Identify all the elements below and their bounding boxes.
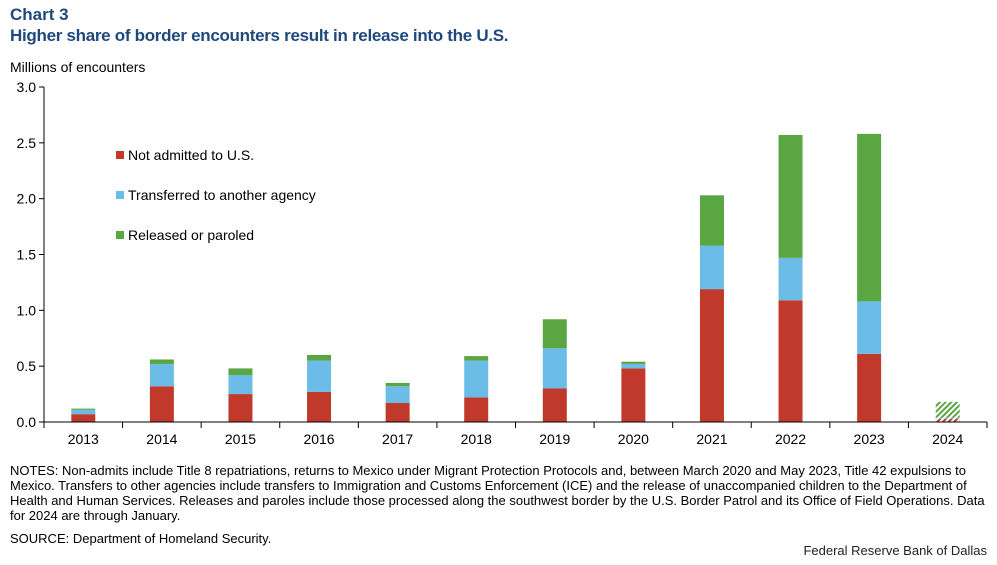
legend: Not admitted to U.S. Transferred to anoth… (116, 147, 316, 243)
bar-2013-series-0 (71, 414, 96, 422)
bar-2016-series-1 (307, 360, 332, 392)
chart-source: SOURCE: Department of Homeland Security. (10, 531, 272, 546)
bar-2013-series-1 (71, 409, 96, 415)
x-tick-label: 2017 (382, 431, 413, 447)
bar-2017-series-1 (385, 386, 410, 404)
chart-title: Higher share of border encounters result… (10, 26, 509, 45)
x-tick-label: 2014 (146, 431, 177, 447)
x-tick-label: 2015 (225, 431, 256, 447)
bar-2022-series-2 (778, 135, 803, 258)
y-tick-label: 1.0 (17, 302, 37, 318)
bar-2024-series-0 (935, 418, 960, 422)
bar-2015-series-0 (228, 394, 253, 422)
chart-notes: NOTES: Non-admits include Title 8 repatr… (10, 463, 985, 523)
bar-2021-series-1 (699, 245, 724, 290)
bar-2014-series-0 (149, 386, 174, 422)
bar-2016-series-0 (307, 391, 332, 422)
bar-2017-series-0 (385, 403, 410, 422)
legend-swatch-0 (116, 151, 124, 159)
y-tick-label: 0.0 (17, 414, 37, 430)
stacked-bar-chart: 0.0 0.5 1.0 1.5 2.0 2.5 3.0 2013 2014 2015 2016 201… (17, 79, 988, 447)
bar-2023-series-0 (857, 353, 882, 422)
bar-2018-series-0 (464, 397, 489, 422)
y-tick-label: 1.5 (17, 247, 37, 263)
bar-2014-series-1 (149, 363, 174, 387)
x-tick-label: 2019 (539, 431, 570, 447)
bar-2017-series-2 (385, 382, 410, 387)
bar-2018-series-1 (464, 360, 489, 398)
bar-2020-series-1 (621, 363, 646, 369)
x-tick-label: 2023 (854, 431, 885, 447)
x-tick-label: 2018 (461, 431, 492, 447)
bar-2022-series-0 (778, 300, 803, 422)
bar-2015-series-1 (228, 375, 253, 395)
legend-swatch-2 (116, 231, 124, 239)
bar-2016-series-2 (307, 355, 332, 361)
y-tick-label: 0.5 (17, 358, 37, 374)
legend-swatch-1 (116, 191, 124, 199)
y-axis-unit-label: Millions of encounters (10, 59, 146, 75)
bar-2023-series-2 (857, 133, 882, 302)
bar-2020-series-0 (621, 368, 646, 422)
bar-2021-series-0 (699, 289, 724, 422)
bar-2019-series-0 (542, 388, 567, 422)
y-tick-label: 2.5 (17, 135, 37, 151)
bar-2018-series-2 (464, 356, 489, 361)
bar-2024-series-2 (935, 401, 960, 418)
x-tick-label: 2021 (696, 431, 727, 447)
chart-label: Chart 3 (10, 5, 69, 24)
bar-2019-series-1 (542, 348, 567, 389)
y-tick-label: 2.0 (17, 191, 37, 207)
x-tick-label: 2016 (303, 431, 334, 447)
bar-2020-series-2 (621, 361, 646, 364)
bar-2015-series-2 (228, 368, 253, 376)
legend-label-1: Transferred to another agency (128, 187, 316, 203)
bars-layer (71, 133, 960, 422)
bar-2021-series-2 (699, 195, 724, 246)
x-tick-label: 2013 (68, 431, 99, 447)
x-tick-label: 2022 (775, 431, 806, 447)
legend-label-0: Not admitted to U.S. (128, 147, 254, 163)
bar-2014-series-2 (149, 359, 174, 364)
bar-2019-series-2 (542, 319, 567, 349)
x-tick-label: 2020 (618, 431, 649, 447)
bar-2022-series-1 (778, 257, 803, 301)
legend-label-2: Released or paroled (128, 227, 254, 243)
bar-2024-series-1 (935, 417, 960, 419)
bar-2013-series-2 (71, 408, 96, 410)
x-tick-label: 2024 (932, 431, 963, 447)
axes-layer: 0.0 0.5 1.0 1.5 2.0 2.5 3.0 2013 2014 2015 2016 201… (17, 79, 988, 447)
chart-credit: Federal Reserve Bank of Dallas (803, 543, 987, 558)
bar-2023-series-1 (857, 301, 882, 354)
y-tick-label: 3.0 (17, 79, 37, 95)
